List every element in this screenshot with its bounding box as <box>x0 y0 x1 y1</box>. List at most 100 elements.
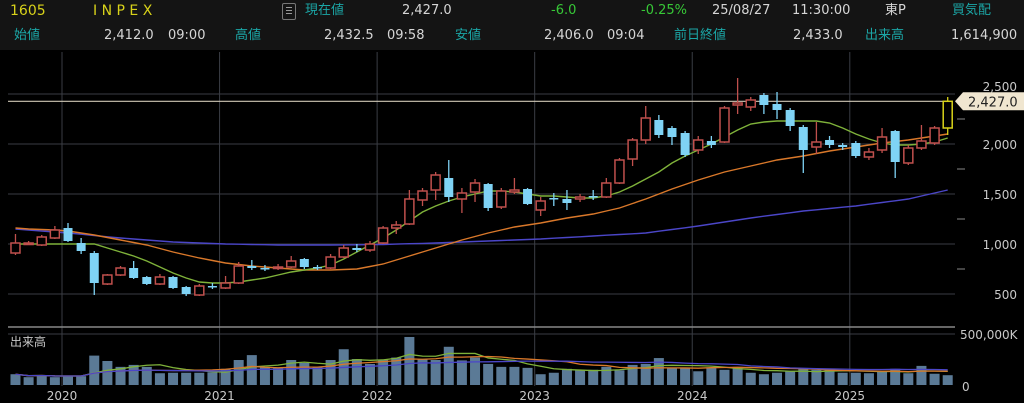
candle-body-down <box>825 140 835 145</box>
candle-body-up <box>456 192 468 200</box>
low-time: 09:04 <box>607 28 645 43</box>
volume-bar <box>863 373 874 385</box>
x-tick-label: 2021 <box>204 389 235 403</box>
volume-bar <box>509 366 520 385</box>
candle-body-up <box>692 139 704 151</box>
volume-bar <box>89 355 100 385</box>
current-price-label: 現在値 <box>305 3 345 18</box>
volume-bar <box>772 372 783 385</box>
volume-bar <box>417 359 428 385</box>
candle-body-down <box>588 196 598 198</box>
volume-bar <box>378 360 389 385</box>
volume-bar <box>115 366 126 385</box>
bid-ask-label[interactable]: 買気配 <box>952 3 992 18</box>
open-time: 09:00 <box>168 28 206 43</box>
y-tick-label: 2,000 <box>983 138 1017 152</box>
quote-date: 25/08/27 <box>712 3 771 18</box>
volume-bar <box>194 372 205 385</box>
volume-bar <box>10 374 21 385</box>
candle-body-down <box>352 248 362 250</box>
volume-bar <box>63 376 73 385</box>
volume-bar <box>299 362 310 385</box>
candle-body-up <box>285 260 297 268</box>
volume-bar <box>929 373 940 385</box>
candle-body-down <box>312 267 322 269</box>
candle-body-up <box>745 99 757 108</box>
candle-body-down <box>772 104 782 110</box>
high-time: 09:58 <box>387 28 425 43</box>
candle-body-up <box>640 117 651 141</box>
volume-bar <box>76 376 87 385</box>
stock-name: I N P E X <box>93 3 153 19</box>
candle-body-up <box>614 159 625 184</box>
candle-body-up <box>430 174 441 191</box>
volume-bar <box>614 370 625 385</box>
volume-bar <box>154 373 165 385</box>
candle-body-up <box>942 100 953 129</box>
document-icon[interactable] <box>282 3 296 20</box>
candle-body-down <box>654 120 664 135</box>
candle-body-down <box>562 199 572 203</box>
candle-body-up <box>404 198 415 225</box>
volume-bar <box>168 372 179 385</box>
candle-body-up <box>732 102 743 106</box>
volume-bar <box>286 360 297 385</box>
volume-bar <box>942 375 953 385</box>
candle-body-down <box>168 277 178 288</box>
volume-bar <box>890 368 901 385</box>
candle-body-up <box>876 136 888 151</box>
volume-bar <box>207 372 218 385</box>
candle-body-down <box>299 259 309 267</box>
volume-bar <box>535 374 546 385</box>
candle-body-up <box>719 107 730 143</box>
candle-body-down <box>207 286 217 288</box>
current-price: 2,427.0 <box>402 3 452 18</box>
volume-bar <box>496 366 507 385</box>
candle-body-down <box>444 178 454 197</box>
volume-bar <box>36 375 47 385</box>
low-value: 2,406.0 <box>544 28 594 43</box>
x-tick-label: 2022 <box>362 389 393 403</box>
candle-body-down <box>851 143 861 156</box>
candle-body-up <box>364 243 376 251</box>
volume-moving-average-line <box>15 360 948 377</box>
x-tick-label: 2023 <box>519 389 550 403</box>
volume-pane-label: 出来高 <box>10 334 46 349</box>
volume-bar <box>575 369 586 385</box>
candle-body-up <box>377 227 389 244</box>
quote-time: 11:30:00 <box>792 3 851 18</box>
candle-body-up <box>154 276 166 285</box>
volume-bar <box>128 364 139 385</box>
candle-body-up <box>535 200 546 211</box>
candle-body-down <box>785 110 795 126</box>
candle-body-down <box>89 253 99 283</box>
candle-body-up <box>49 229 61 239</box>
candle-body-up <box>903 147 914 164</box>
volume-bar <box>916 365 927 385</box>
prev-close-label: 前日終値 <box>674 28 727 43</box>
candle-body-up <box>10 242 21 254</box>
high-label: 高値 <box>235 28 262 43</box>
x-tick-label: 2020 <box>47 389 78 403</box>
candle-body-up <box>929 127 940 144</box>
candle-body-down <box>838 145 848 147</box>
candle-body-up <box>338 247 349 258</box>
volume-tick-label: 0 <box>962 380 970 394</box>
volume-bar <box>850 372 861 385</box>
volume-bar <box>483 363 494 385</box>
volume-bar <box>233 360 244 385</box>
volume-bar <box>141 366 152 385</box>
volume-tick-label: 500,000K <box>960 328 1019 342</box>
volume-bar <box>785 371 796 385</box>
volume-bar <box>312 366 323 385</box>
volume-value: 1,614,900 <box>951 28 1018 43</box>
volume-bar <box>588 369 599 385</box>
candle-body-up <box>574 196 586 200</box>
candle-body-down <box>890 131 900 162</box>
volume-bar <box>640 363 651 385</box>
volume-moving-average-line <box>15 352 948 377</box>
candle-body-up <box>811 141 822 148</box>
volume-bar <box>877 371 888 385</box>
volume-bar <box>470 357 481 385</box>
